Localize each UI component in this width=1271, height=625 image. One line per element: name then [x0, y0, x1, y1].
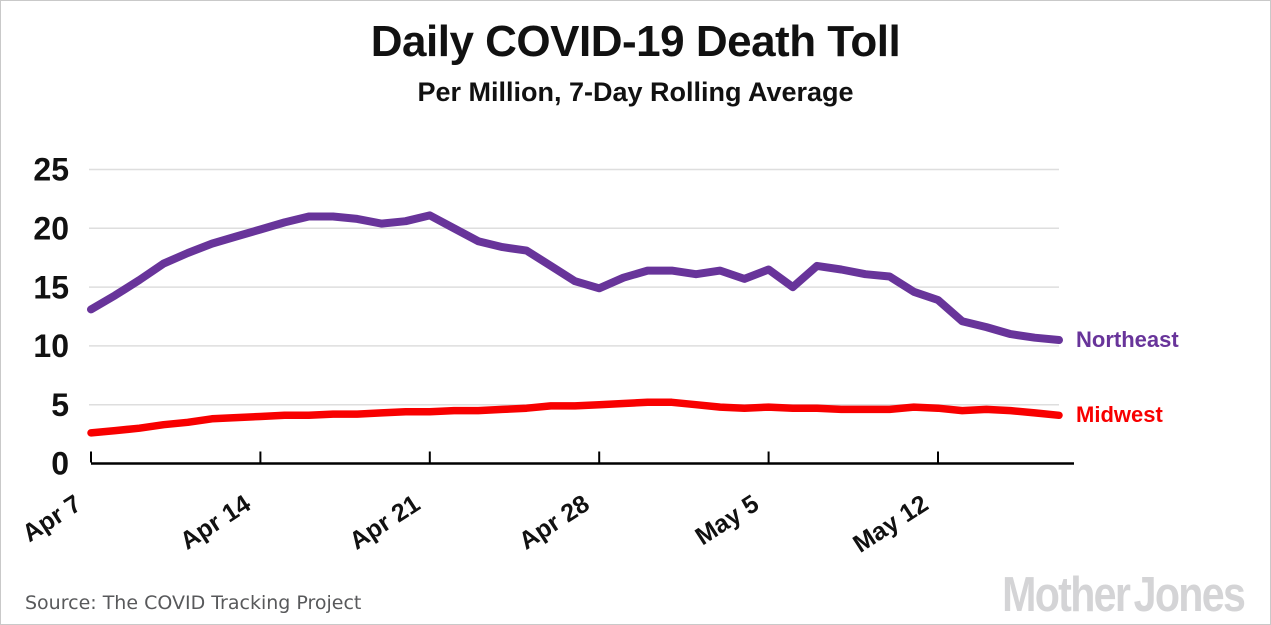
- series-line-northeast: [87, 211, 1063, 344]
- y-axis-tick-label: 25: [33, 152, 69, 188]
- x-axis-tick-label: May 5: [690, 489, 764, 550]
- series-label-midwest: Midwest: [1076, 402, 1163, 428]
- x-axis-tick-label: Apr 28: [514, 489, 595, 555]
- y-axis-tick-label: 10: [33, 328, 69, 364]
- source-note: Source: The COVID Tracking Project: [25, 592, 362, 614]
- y-axis-tick-label: 20: [33, 211, 69, 247]
- y-axis-tick-label: 0: [51, 446, 69, 482]
- x-axis-tick-label: Apr 21: [345, 489, 426, 555]
- x-axis-tick-label: Apr 14: [175, 489, 256, 555]
- x-axis-tick-label: Apr 7: [17, 490, 86, 548]
- series-label-northeast: Northeast: [1076, 327, 1179, 353]
- y-axis-tick-label: 5: [51, 387, 69, 423]
- chart-subtitle: Per Million, 7-Day Rolling Average: [417, 77, 854, 107]
- series-line-midwest: [87, 398, 1063, 437]
- mother-jones-logo: Mother Jones: [1001, 568, 1246, 622]
- x-axis-tick-label: May 12: [848, 490, 933, 559]
- y-axis-tick-label: 15: [33, 269, 69, 305]
- chart-title: Daily COVID-19 Death Toll: [370, 17, 901, 66]
